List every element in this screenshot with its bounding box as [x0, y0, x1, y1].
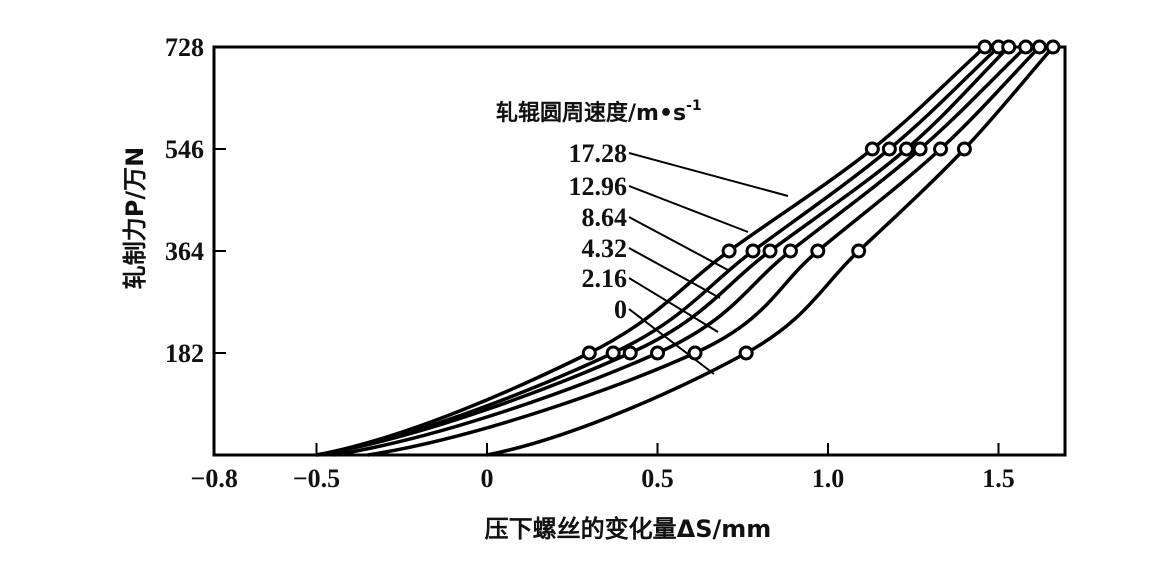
legend-label-17-28: 17.28: [569, 139, 628, 168]
x-tick-label: 1.0: [812, 464, 845, 493]
y-tick-label: 728: [165, 33, 204, 62]
leader-line: [628, 152, 789, 197]
data-curves: [316, 45, 1055, 457]
data-point-marker: [605, 345, 621, 361]
x-tick-label: 0.5: [641, 464, 674, 493]
leader-line: [628, 247, 721, 299]
data-point-marker: [912, 141, 928, 157]
data-point-marker: [977, 39, 993, 55]
data-point-marker: [898, 141, 914, 157]
legend-label-8-64: 8.64: [582, 203, 628, 232]
y-tick-label: 364: [165, 237, 204, 266]
leader-line: [628, 308, 715, 375]
curve-speed-4-32: [333, 45, 1027, 457]
data-point-marker: [956, 141, 972, 157]
y-tick-label: 182: [165, 339, 204, 368]
curve-speed-12-96: [316, 45, 1000, 457]
data-point-marker: [1031, 39, 1047, 55]
x-tick-label: 0: [481, 464, 494, 493]
data-point-marker: [622, 345, 638, 361]
data-point-marker: [762, 243, 778, 259]
leader-line: [628, 277, 719, 333]
data-point-marker: [650, 345, 665, 361]
data-point-marker: [881, 141, 897, 157]
data-point-marker: [687, 345, 703, 361]
x-tick-label: −0.8: [191, 464, 238, 493]
legend-label-12-96: 12.96: [569, 172, 628, 201]
legend-label-4-32: 4.32: [582, 234, 628, 263]
leader-line: [628, 216, 729, 271]
x-axis-ticks: −0.8 −0.5 0 0.5 1.0 1.5: [191, 443, 1015, 493]
data-point-marker: [933, 141, 949, 157]
data-point-marker: [810, 243, 826, 259]
y-axis-ticks: 182 364 546 728: [165, 33, 226, 368]
curve-speed-0: [486, 45, 1055, 457]
data-point-marker: [581, 345, 597, 361]
data-point-marker: [1001, 39, 1017, 55]
legend: 轧辊圆周速度/m•s-1 17.28 12.968.644.322.160: [496, 98, 702, 324]
y-tick-label: 546: [165, 135, 204, 164]
legend-title: 轧辊圆周速度/m•s-1: [496, 98, 702, 126]
data-point-marker: [864, 141, 880, 157]
x-axis-title: 压下螺丝的变化量ΔS/mm: [485, 515, 772, 543]
x-tick-label: 1.5: [982, 464, 1015, 493]
data-markers: [581, 39, 1061, 361]
curve-speed-2-16: [367, 45, 1041, 457]
y-axis-title: 轧制力P/万N: [121, 147, 149, 289]
data-point-marker: [851, 243, 867, 259]
data-point-marker: [782, 243, 798, 259]
data-point-marker: [1018, 39, 1034, 55]
data-point-marker: [745, 243, 761, 259]
legend-label-0: 0: [614, 295, 627, 324]
leader-line: [628, 185, 749, 233]
curve-speed-8-64: [316, 45, 1010, 457]
data-point-marker: [738, 345, 754, 361]
data-point-marker: [721, 243, 737, 259]
data-point-marker: [1045, 39, 1061, 55]
legend-leader-lines: [628, 152, 789, 375]
x-tick-label: −0.5: [293, 464, 340, 493]
legend-label-2-16: 2.16: [582, 264, 628, 293]
